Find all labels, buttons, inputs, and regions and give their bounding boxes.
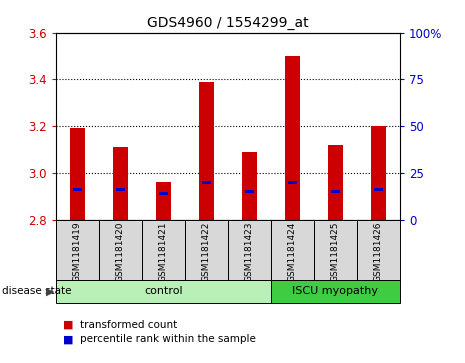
Bar xyxy=(242,152,257,220)
Bar xyxy=(156,182,171,220)
Text: percentile rank within the sample: percentile rank within the sample xyxy=(80,334,256,344)
Bar xyxy=(271,220,314,280)
Bar xyxy=(331,190,340,193)
Bar xyxy=(357,220,400,280)
Text: GSM1181421: GSM1181421 xyxy=(159,221,168,282)
Text: ■: ■ xyxy=(63,320,73,330)
Bar xyxy=(159,192,168,195)
Text: ISCU myopathy: ISCU myopathy xyxy=(292,286,379,296)
Text: GSM1181425: GSM1181425 xyxy=(331,221,340,282)
Text: transformed count: transformed count xyxy=(80,320,178,330)
Bar xyxy=(56,220,99,280)
Bar xyxy=(113,147,128,220)
Bar xyxy=(99,220,142,280)
Bar xyxy=(116,188,125,191)
Text: GSM1181424: GSM1181424 xyxy=(288,221,297,282)
Text: ▶: ▶ xyxy=(46,286,54,297)
Title: GDS4960 / 1554299_at: GDS4960 / 1554299_at xyxy=(147,16,309,30)
Text: GSM1181423: GSM1181423 xyxy=(245,221,254,282)
Bar xyxy=(70,129,85,220)
Bar xyxy=(288,181,297,184)
Bar xyxy=(185,220,228,280)
Text: GSM1181420: GSM1181420 xyxy=(116,221,125,282)
Bar xyxy=(374,188,383,191)
Bar xyxy=(285,56,300,220)
Text: ■: ■ xyxy=(63,334,73,344)
Text: control: control xyxy=(144,286,183,296)
Bar xyxy=(314,220,357,280)
Text: GSM1181426: GSM1181426 xyxy=(374,221,383,282)
Bar xyxy=(73,188,82,191)
Bar xyxy=(228,220,271,280)
Text: GSM1181419: GSM1181419 xyxy=(73,221,82,282)
Text: disease state: disease state xyxy=(2,286,72,297)
Bar xyxy=(142,220,185,280)
Bar xyxy=(56,280,271,303)
Bar xyxy=(371,126,386,220)
Bar xyxy=(199,82,214,220)
Bar xyxy=(271,280,400,303)
Bar xyxy=(328,145,343,220)
Bar xyxy=(245,190,254,193)
Text: GSM1181422: GSM1181422 xyxy=(202,221,211,282)
Bar xyxy=(202,181,211,184)
